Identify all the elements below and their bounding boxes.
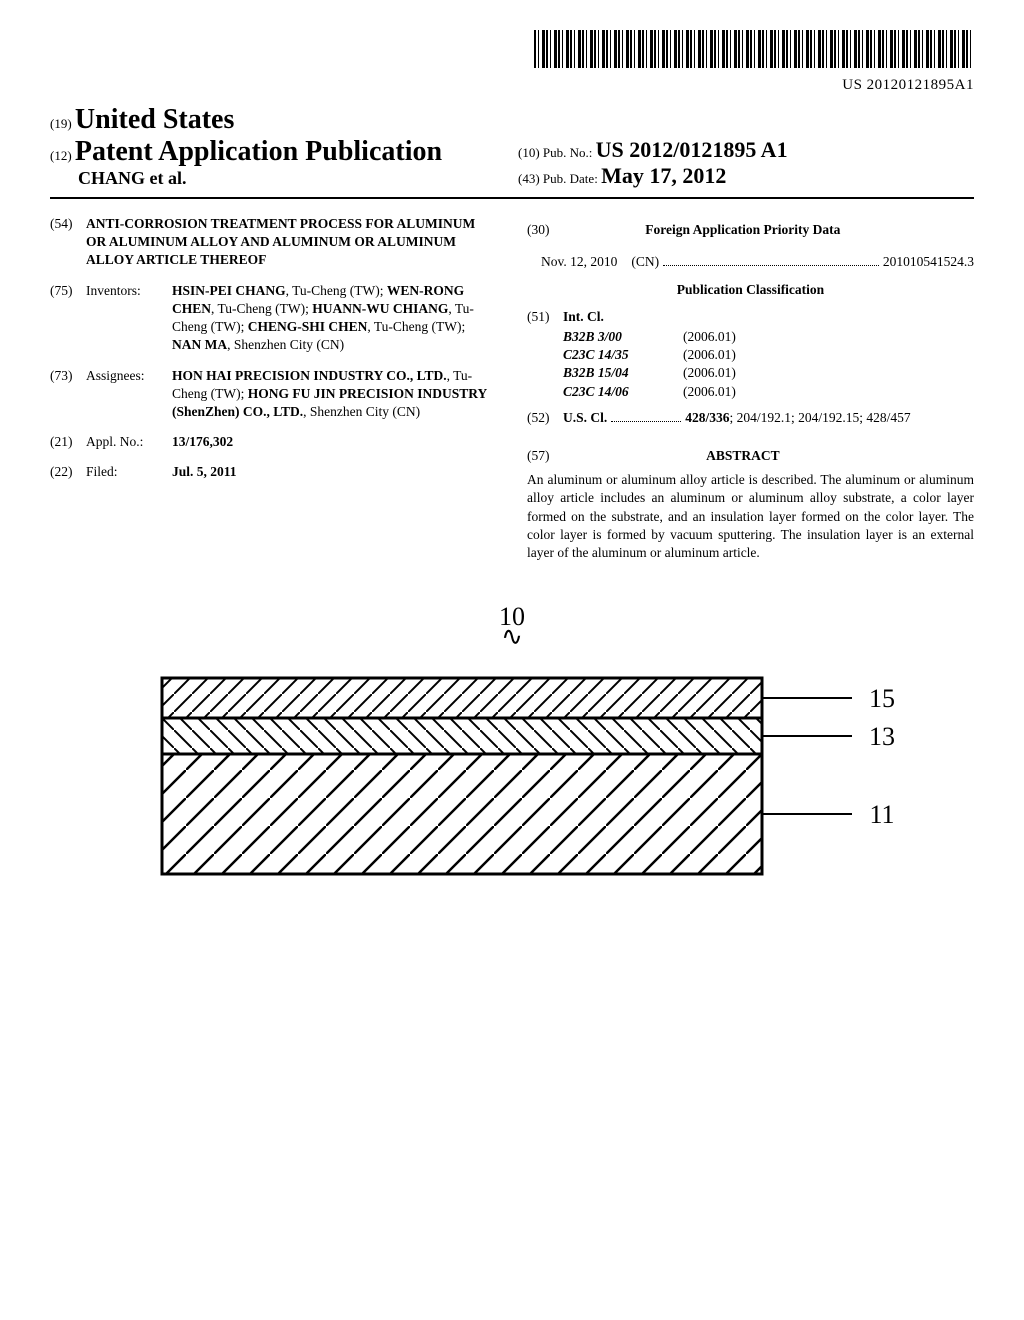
field-51: (51) Int. Cl. [527, 308, 974, 326]
intcl-row: B32B 15/04(2006.01) [563, 364, 974, 382]
abstract-heading: ABSTRACT [553, 447, 933, 465]
foreign-priority-heading: Foreign Application Priority Data [553, 221, 933, 239]
intcl-year: (2006.01) [683, 364, 736, 382]
field-54: (54) ANTI-CORROSION TREATMENT PROCESS FO… [50, 215, 497, 270]
field-21: (21) Appl. No.: 13/176,302 [50, 433, 497, 451]
intcl-year: (2006.01) [683, 346, 736, 364]
application-number: 13/176,302 [172, 434, 233, 449]
publication-type: Patent Application Publication [75, 136, 442, 167]
code-12: (12) [50, 148, 72, 163]
figure-area: 10 ∿ 15 13 11 [50, 602, 974, 918]
field-57: (57) ABSTRACT [527, 437, 974, 471]
code-19: (19) [50, 116, 72, 131]
left-column: (54) ANTI-CORROSION TREATMENT PROCESS FO… [50, 215, 497, 562]
code-10: (10) [518, 145, 540, 160]
priority-country: (CN) [631, 253, 659, 271]
label-filed: Filed: [86, 463, 172, 481]
pub-class-heading: Publication Classification [527, 281, 974, 299]
intcl-row: C23C 14/06(2006.01) [563, 383, 974, 401]
code-73: (73) [50, 367, 86, 422]
code-51: (51) [527, 308, 563, 326]
priority-date: Nov. 12, 2010 [541, 253, 617, 271]
intcl-list: B32B 3/00(2006.01)C23C 14/35(2006.01)B32… [563, 328, 974, 401]
code-43: (43) [518, 171, 540, 186]
field-22: (22) Filed: Jul. 5, 2011 [50, 463, 497, 481]
tilde-icon: ∿ [499, 622, 525, 652]
country: United States [75, 104, 234, 135]
pubdate-label: Pub. Date: [543, 171, 598, 186]
publication-date: May 17, 2012 [601, 163, 726, 188]
body-columns: (54) ANTI-CORROSION TREATMENT PROCESS FO… [50, 215, 974, 562]
field-30: (30) Foreign Application Priority Data [527, 215, 974, 247]
code-57: (57) [527, 448, 550, 463]
code-75: (75) [50, 282, 86, 355]
intcl-code: B32B 15/04 [563, 364, 683, 382]
label-inventors: Inventors: [86, 282, 172, 355]
intcl-row: B32B 3/00(2006.01) [563, 328, 974, 346]
authors: CHANG et al. [78, 168, 506, 189]
svg-text:13: 13 [869, 722, 895, 751]
pubno-label: Pub. No.: [543, 145, 592, 160]
code-30: (30) [527, 222, 550, 237]
barcode-number: US 20120121895A1 [50, 77, 974, 94]
barcode-graphic [534, 30, 974, 68]
field-75: (75) Inventors: HSIN-PEI CHANG, Tu-Cheng… [50, 282, 497, 355]
right-column: (30) Foreign Application Priority Data N… [527, 215, 974, 562]
label-assignees: Assignees: [86, 367, 172, 422]
barcode-area [50, 30, 974, 73]
dotfill [663, 257, 879, 266]
header-right: (10) Pub. No.: US 2012/0121895 A1 (43) P… [518, 137, 974, 189]
assignees-value: HON HAI PRECISION INDUSTRY CO., LTD., Tu… [172, 367, 497, 422]
intcl-year: (2006.01) [683, 383, 736, 401]
code-54: (54) [50, 215, 86, 270]
invention-title: ANTI-CORROSION TREATMENT PROCESS FOR ALU… [86, 215, 497, 270]
priority-number: 201010541524.3 [883, 253, 974, 271]
inventors-value: HSIN-PEI CHANG, Tu-Cheng (TW); WEN-RONG … [172, 282, 497, 355]
uscl-rest: ; 204/192.1; 204/192.15; 428/457 [730, 410, 911, 425]
header-row: (19) United States (12) Patent Applicati… [50, 104, 974, 189]
code-52: (52) [527, 409, 563, 427]
priority-row: Nov. 12, 2010 (CN) 201010541524.3 [541, 253, 974, 271]
field-52: (52) U.S. Cl. 428/336; 204/192.1; 204/19… [527, 409, 974, 427]
field-73: (73) Assignees: HON HAI PRECISION INDUST… [50, 367, 497, 422]
intcl-code: C23C 14/06 [563, 383, 683, 401]
label-uscl: U.S. Cl. [563, 409, 607, 427]
label-intcl: Int. Cl. [563, 309, 604, 324]
intcl-row: C23C 14/35(2006.01) [563, 346, 974, 364]
code-21: (21) [50, 433, 86, 451]
figure-reference-number: 10 ∿ [499, 602, 525, 652]
publication-number: US 2012/0121895 A1 [596, 137, 788, 162]
uscl-primary: 428/336 [685, 410, 729, 425]
header-left: (19) United States (12) Patent Applicati… [50, 104, 506, 189]
code-22: (22) [50, 463, 86, 481]
header-divider [50, 197, 974, 199]
patent-figure: 15 13 11 [102, 658, 922, 918]
dotfill [611, 412, 681, 421]
abstract-text: An aluminum or aluminum alloy article is… [527, 471, 974, 562]
intcl-code: B32B 3/00 [563, 328, 683, 346]
intcl-code: C23C 14/35 [563, 346, 683, 364]
svg-text:15: 15 [869, 684, 895, 713]
intcl-year: (2006.01) [683, 328, 736, 346]
filed-date: Jul. 5, 2011 [172, 464, 237, 479]
label-applno: Appl. No.: [86, 433, 172, 451]
svg-text:11: 11 [869, 800, 894, 829]
